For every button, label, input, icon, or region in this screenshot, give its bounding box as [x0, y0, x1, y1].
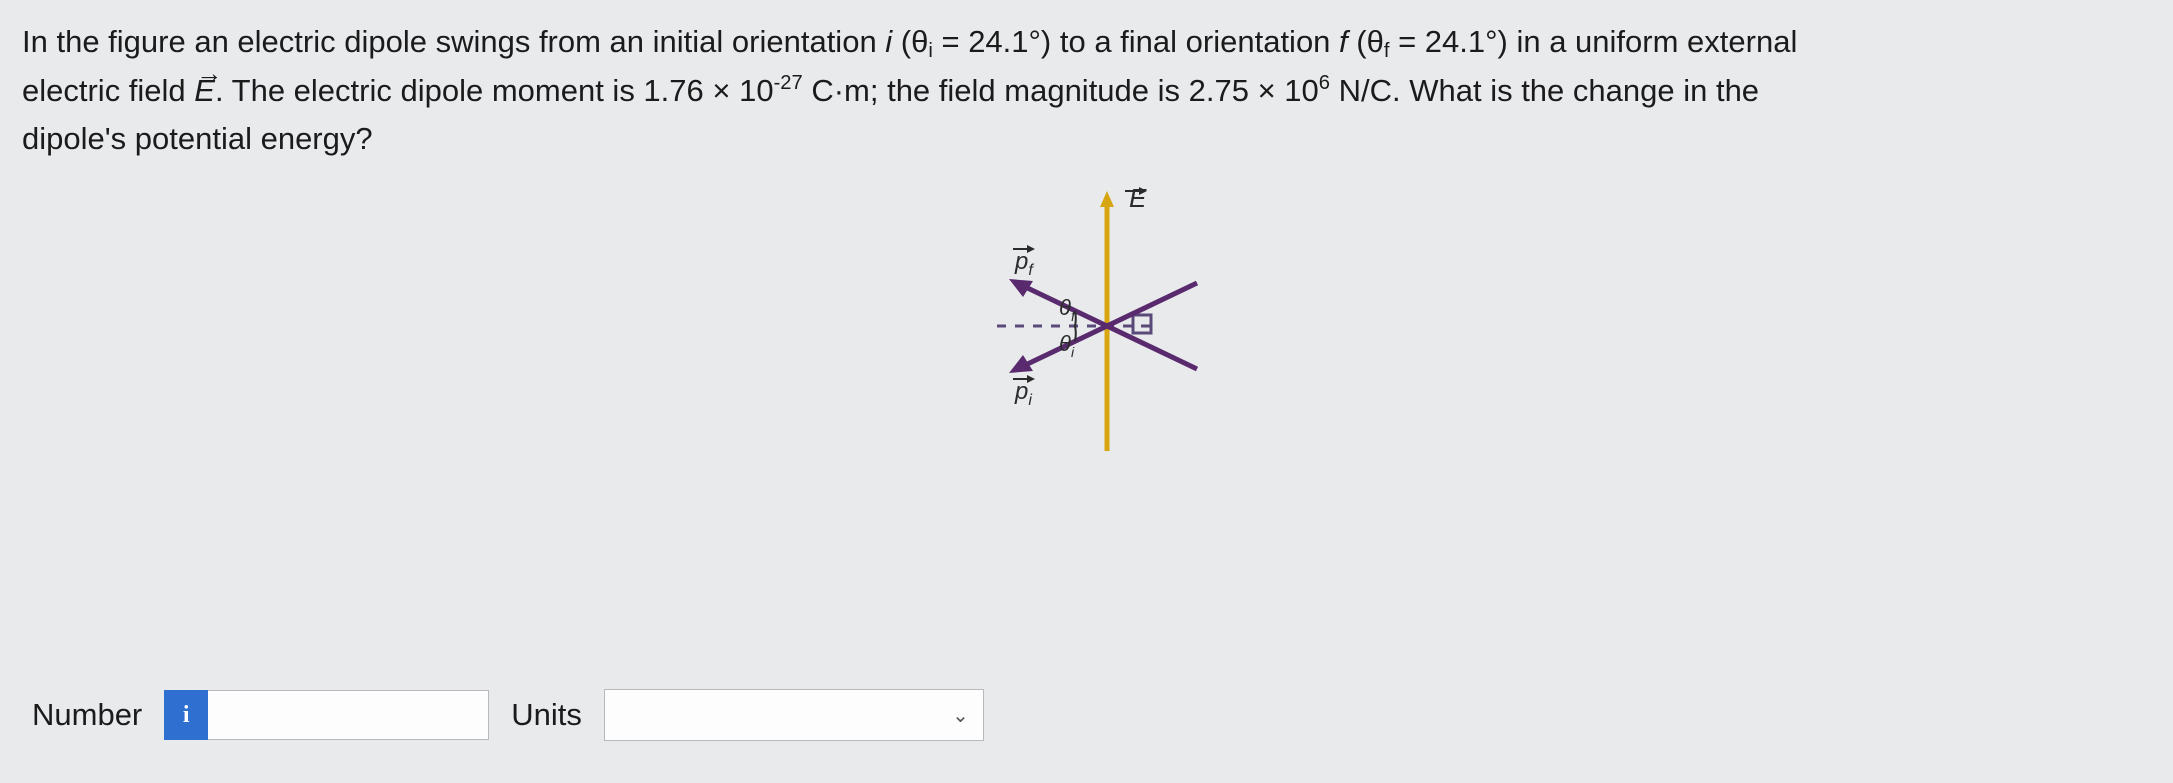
- svg-text:pi: pi: [1014, 378, 1032, 409]
- question-text: In the figure an electric dipole swings …: [22, 18, 2151, 163]
- q-seg: dipole's potential energy?: [22, 121, 373, 156]
- svg-text:θi: θi: [1059, 331, 1075, 360]
- fig-theta-i: θ: [1059, 331, 1071, 356]
- vector-E: →E: [194, 67, 215, 115]
- number-label: Number: [32, 697, 142, 733]
- units-label: Units: [511, 697, 582, 733]
- fig-label-E: E: [1129, 183, 1147, 213]
- number-field: i: [164, 690, 489, 740]
- q-seg: (θ: [892, 24, 928, 59]
- info-icon[interactable]: i: [164, 690, 208, 740]
- dipole-figure: E pf pi θf θi: [907, 171, 1267, 471]
- fig-label-pi-sub: i: [1028, 392, 1032, 409]
- info-badge-text: i: [183, 702, 190, 729]
- q-seg: . The electric dipole moment is 1.76 × 1…: [215, 73, 774, 108]
- units-select[interactable]: ⌄: [604, 689, 984, 741]
- q-seg: C·m; the field magnitude is 2.75 × 10: [803, 73, 1319, 108]
- exp-6: 6: [1319, 72, 1330, 94]
- vector-arrow-icon: →: [196, 53, 222, 93]
- answer-row: Number i Units ⌄: [32, 689, 984, 741]
- q-seg: In the figure an electric dipole swings …: [22, 24, 885, 59]
- number-input[interactable]: [208, 690, 489, 740]
- exp-neg27: -27: [774, 72, 803, 94]
- q-seg: N/C. What is the change in the: [1330, 73, 1759, 108]
- q-seg: (θ: [1348, 24, 1384, 59]
- fig-label-pf: p: [1014, 248, 1028, 275]
- svg-text:pf: pf: [1014, 248, 1034, 279]
- q-seg: electric field: [22, 73, 194, 108]
- chevron-down-icon: ⌄: [952, 703, 969, 728]
- q-seg: = 24.1°) in a uniform external: [1389, 24, 1797, 59]
- sym-f: f: [1339, 24, 1348, 59]
- svg-text:E: E: [1129, 183, 1147, 213]
- fig-label-pi: p: [1014, 378, 1028, 405]
- fig-theta-f: θ: [1059, 295, 1071, 320]
- svg-text:θf: θf: [1059, 295, 1077, 324]
- fig-theta-i-sub: i: [1070, 344, 1074, 360]
- fig-label-pf-sub: f: [1028, 262, 1034, 279]
- q-seg: = 24.1°) to a final orientation: [933, 24, 1339, 59]
